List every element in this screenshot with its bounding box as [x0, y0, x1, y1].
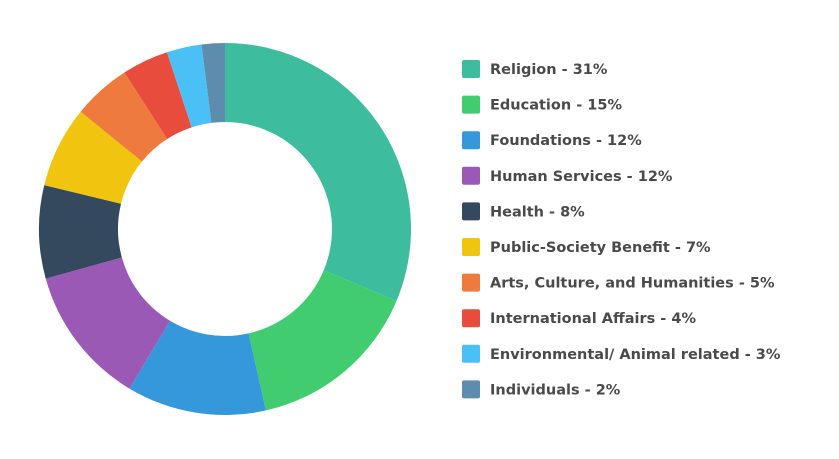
legend-label: Religion - 31%: [490, 62, 608, 78]
legend-swatch: [462, 131, 480, 150]
legend-label: Foundations - 12%: [490, 133, 642, 149]
donut-slice: [124, 52, 192, 139]
donut-slice: [166, 44, 212, 128]
legend-swatch: [462, 238, 480, 256]
legend-label: International Affairs - 4%: [490, 311, 696, 327]
legend-label: Public-Society Benefit - 7%: [490, 240, 711, 256]
legend-label: Arts, Culture, and Humanities - 5%: [490, 276, 775, 292]
legend-swatch: [462, 273, 480, 292]
legend-label: Education - 15%: [490, 98, 622, 114]
donut-slice: [129, 320, 266, 415]
legend-label: Environmental/ Animal related - 3%: [490, 347, 781, 363]
legend-swatch: [462, 380, 480, 399]
donut-slice: [80, 72, 168, 162]
donut-slice: [45, 257, 171, 389]
donut-slice: [201, 43, 225, 123]
legend-swatch: [462, 95, 480, 114]
donut-slice: [44, 111, 142, 204]
legend-label: Human Services - 12%: [490, 169, 673, 185]
legend-swatch: [462, 344, 480, 363]
legend-swatch: [462, 202, 480, 221]
legend-swatch: [462, 60, 480, 78]
legend-label: Individuals - 2%: [490, 382, 621, 398]
donut-slice: [248, 270, 397, 411]
legend-swatch: [462, 309, 480, 328]
legend-swatch: [462, 166, 480, 185]
donut-slice: [225, 43, 411, 301]
donut-slice: [39, 185, 122, 279]
legend-label: Health - 8%: [490, 204, 585, 220]
